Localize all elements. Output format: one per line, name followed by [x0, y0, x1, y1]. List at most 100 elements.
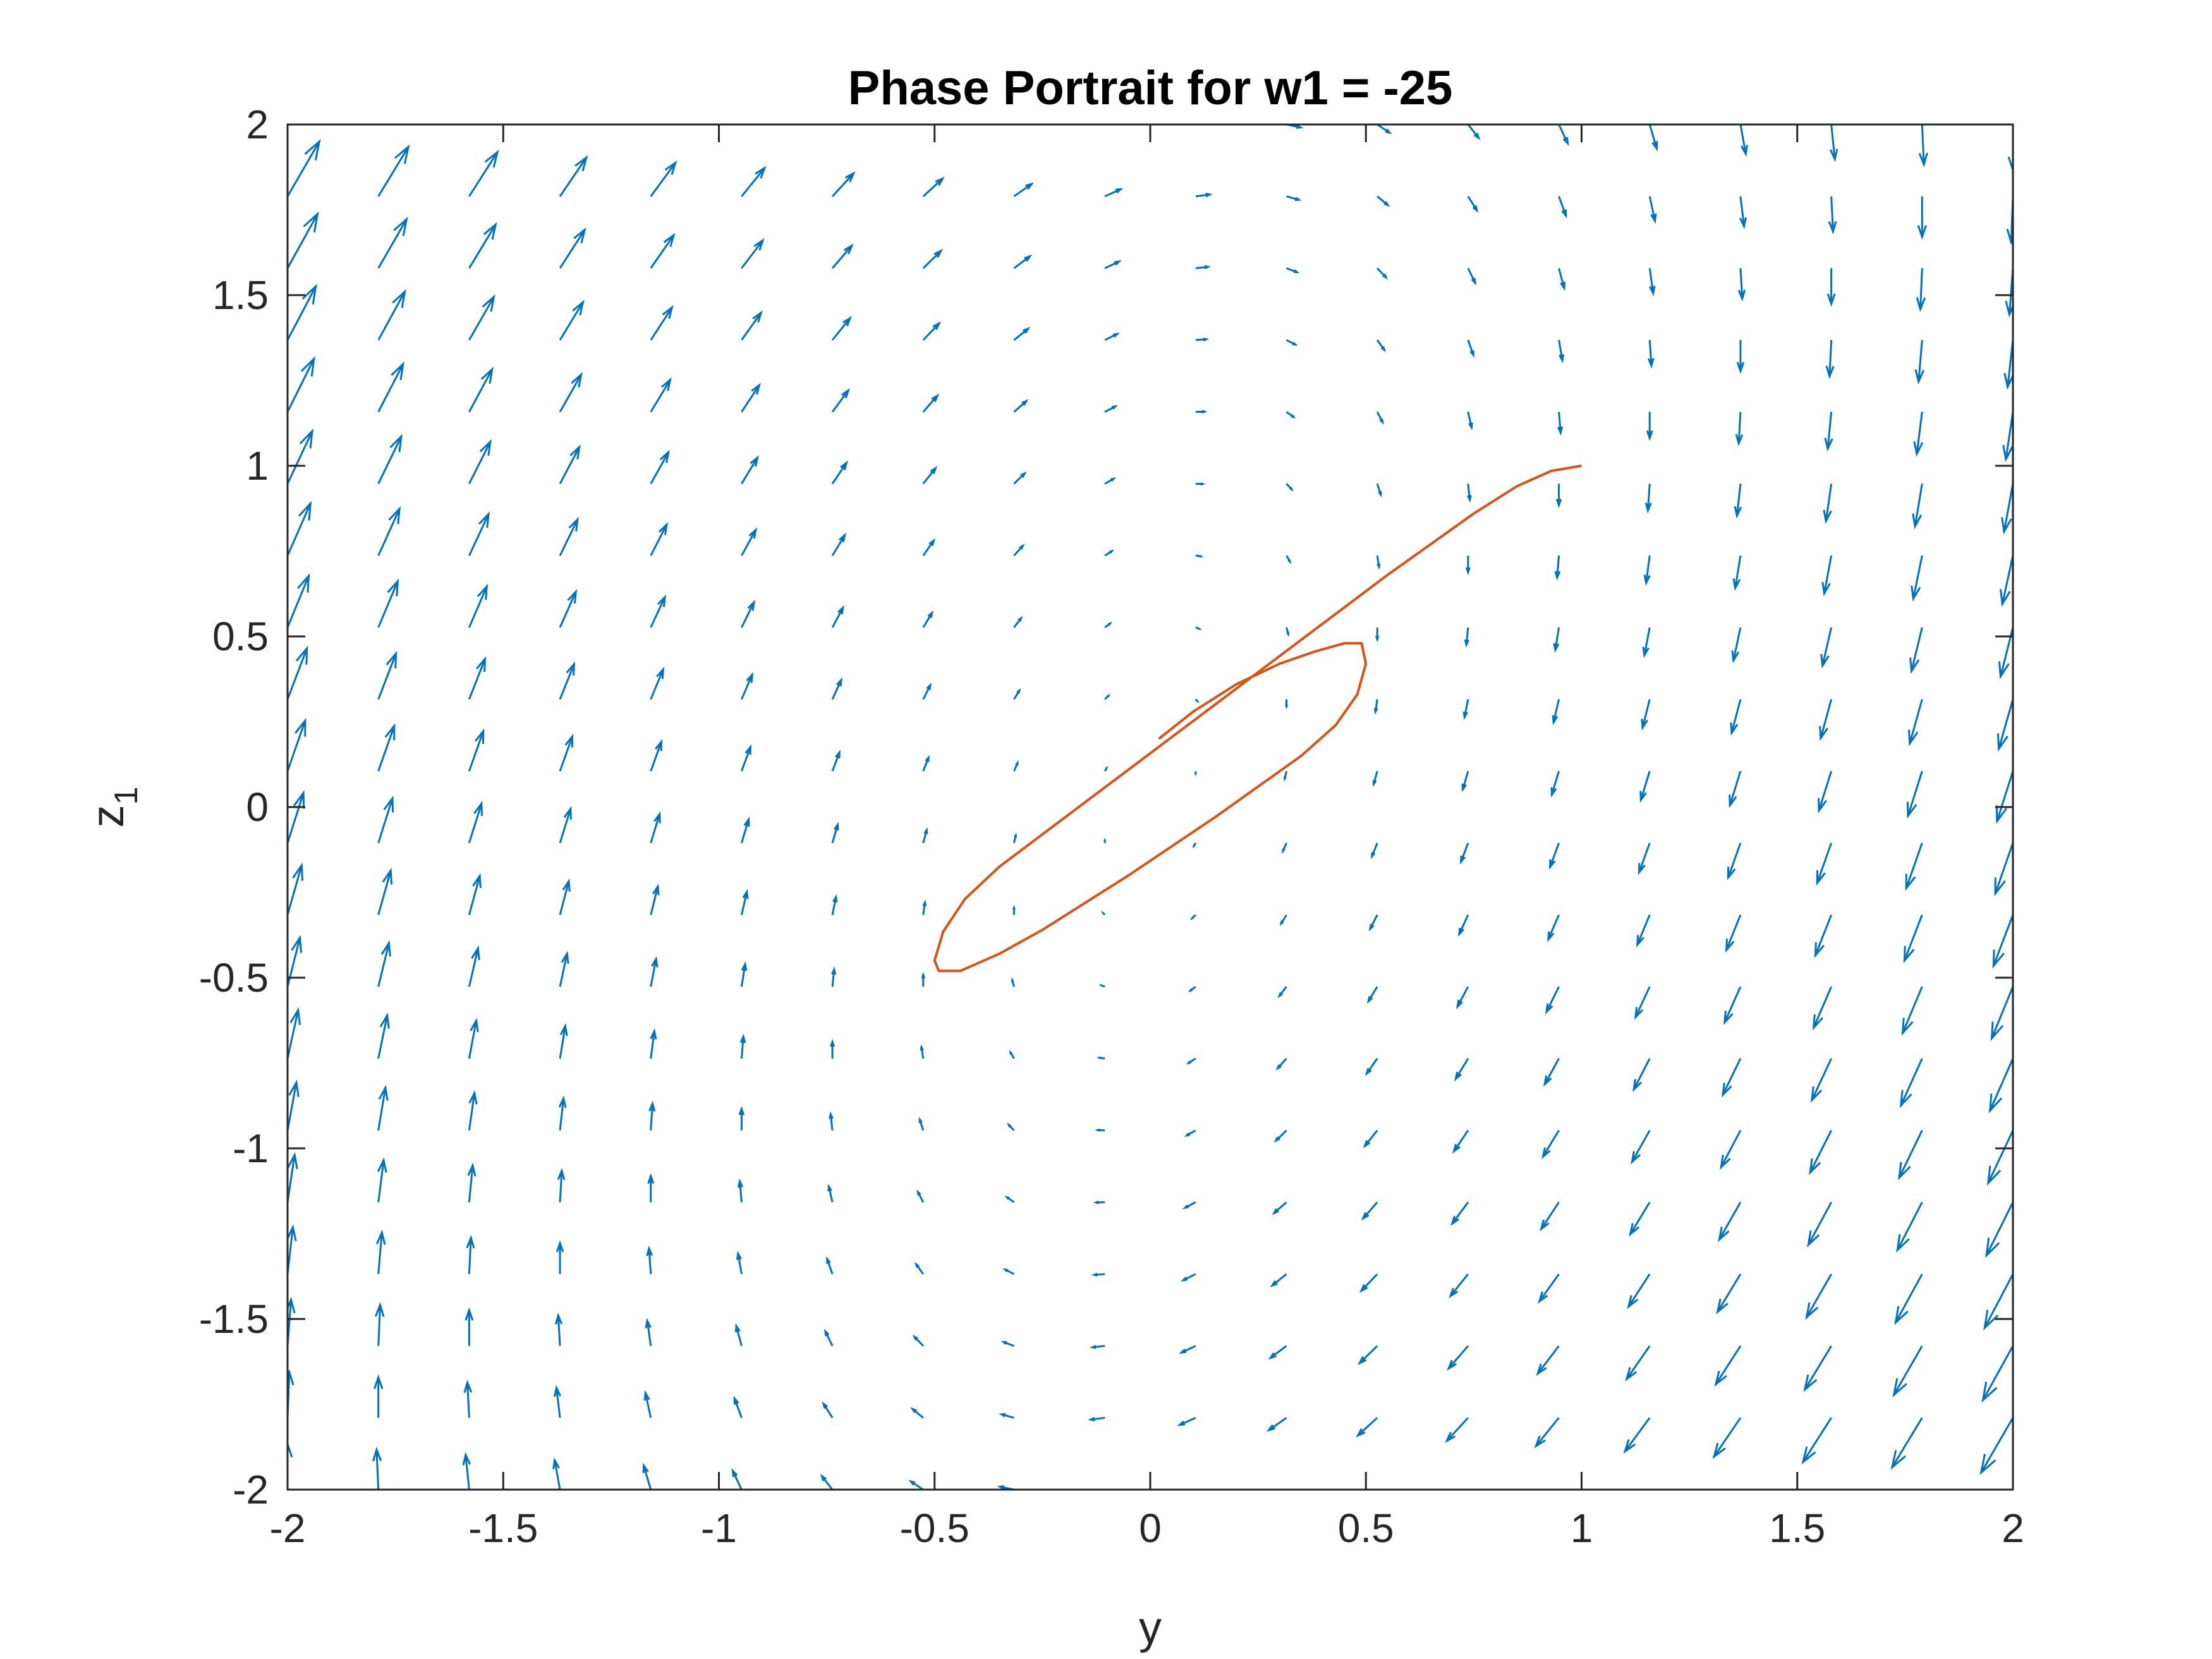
- y-tick-label: 0: [246, 784, 269, 830]
- vector-arrow: [920, 1044, 925, 1059]
- vector-arrow: [1558, 196, 1567, 219]
- vector-arrow: [922, 827, 928, 844]
- vector-arrow: [288, 356, 315, 413]
- vector-arrow: [736, 1251, 743, 1275]
- vector-arrow: [1990, 986, 2013, 1042]
- vector-arrow: [1631, 1129, 1651, 1165]
- vector-arrow: [831, 677, 842, 700]
- vector-arrow: [1104, 693, 1111, 700]
- vector-arrow: [922, 393, 940, 413]
- vector-arrow: [921, 971, 926, 987]
- vector-arrow: [648, 1100, 656, 1131]
- vector-arrow: [1739, 125, 1748, 157]
- vector-arrow: [1898, 1129, 1923, 1181]
- vector-arrow: [288, 1441, 293, 1490]
- vector-arrow: [1553, 627, 1560, 653]
- vector-arrow: [1555, 483, 1562, 508]
- vector-arrow: [1376, 555, 1381, 570]
- vector-arrow: [1368, 914, 1378, 932]
- trajectory-curve: [933, 465, 1582, 973]
- vector-arrow: [1373, 699, 1378, 715]
- vector-arrow: [1184, 1129, 1196, 1137]
- vector-arrow: [1104, 404, 1119, 413]
- vector-arrow: [1547, 914, 1560, 942]
- vector-arrow: [831, 460, 849, 485]
- vector-arrow: [559, 516, 579, 556]
- vector-arrow: [377, 650, 398, 700]
- vector-arrow: [374, 1374, 384, 1418]
- vector-arrow: [1985, 1201, 2013, 1258]
- vector-arrow: [823, 1328, 834, 1347]
- vector-arrow: [1460, 842, 1469, 865]
- vector-arrow: [468, 801, 483, 844]
- vector-arrow: [1632, 1058, 1651, 1092]
- vector-arrow: [1356, 1417, 1378, 1438]
- vector-arrow: [1192, 842, 1197, 849]
- vector-arrow: [1095, 1128, 1105, 1132]
- vector-arrow: [1013, 760, 1019, 772]
- vector-arrow: [1359, 1273, 1378, 1293]
- vector-arrow: [1012, 904, 1016, 915]
- vector-arrow: [731, 1468, 743, 1490]
- vector-arrow: [1186, 1057, 1196, 1065]
- vector-arrow: [468, 294, 495, 341]
- vector-arrow: [1712, 1417, 1742, 1459]
- plot-area: [288, 125, 2013, 1490]
- vector-arrow: [377, 1085, 389, 1131]
- vector-arrow: [1195, 410, 1208, 414]
- vector-arrow: [1558, 339, 1565, 363]
- vector-arrow: [1983, 1273, 2013, 1331]
- vector-arrow: [741, 166, 767, 197]
- vector-arrow: [559, 951, 569, 987]
- x-tick-label: -0.5: [900, 1505, 969, 1551]
- vector-arrow: [467, 1162, 477, 1203]
- vector-arrow: [1285, 483, 1294, 492]
- vector-arrow: [1538, 1273, 1560, 1304]
- vector-arrow: [914, 1261, 925, 1275]
- vector-arrow: [831, 822, 839, 844]
- vector-arrow: [1286, 195, 1302, 201]
- vector-arrow: [1736, 340, 1745, 374]
- vector-arrow: [1104, 549, 1115, 557]
- vector-arrow: [377, 361, 404, 413]
- vector-arrow: [643, 1390, 652, 1418]
- vector-arrow: [1734, 483, 1742, 519]
- vector-arrow: [831, 605, 845, 628]
- vector-arrow: [559, 589, 578, 628]
- vector-arrow: [377, 940, 391, 987]
- vector-arrow: [1376, 411, 1384, 425]
- vector-arrow: [1009, 1050, 1015, 1059]
- vector-arrow: [831, 388, 850, 413]
- vector-arrow: [1896, 1201, 1923, 1253]
- vector-arrow: [1912, 483, 1923, 530]
- trajectory-layer: [933, 465, 1582, 973]
- vector-arrow: [1816, 842, 1833, 886]
- vector-arrow: [1282, 842, 1287, 854]
- y-tick-label: 1: [246, 443, 269, 489]
- vector-arrow: [650, 377, 672, 413]
- vector-arrow: [1545, 986, 1560, 1015]
- vector-arrow: [650, 884, 660, 915]
- vector-arrow: [908, 1480, 924, 1490]
- vector-arrow: [375, 1229, 386, 1275]
- vector-arrow: [832, 171, 856, 197]
- vector-arrow: [463, 1380, 473, 1418]
- vector-arrow: [1735, 411, 1744, 447]
- vector-arrow: [468, 222, 497, 269]
- vector-arrow: [1013, 544, 1025, 557]
- vector-arrow: [1801, 1417, 1832, 1465]
- vector-arrow: [922, 248, 944, 269]
- vector-arrow: [1820, 627, 1833, 669]
- vector-arrow: [1996, 699, 2013, 752]
- vector-arrow: [741, 672, 753, 700]
- svg-text:z1: z1: [83, 787, 145, 828]
- vector-arrow: [288, 573, 310, 628]
- vector-arrow: [734, 1323, 743, 1347]
- vector-arrow: [1899, 1058, 1923, 1109]
- vector-arrow: [1558, 267, 1566, 291]
- vector-arrow: [1646, 411, 1653, 441]
- vector-arrow: [1090, 1344, 1105, 1349]
- vector-arrow: [1716, 1273, 1742, 1315]
- vector-arrow: [1629, 1201, 1651, 1237]
